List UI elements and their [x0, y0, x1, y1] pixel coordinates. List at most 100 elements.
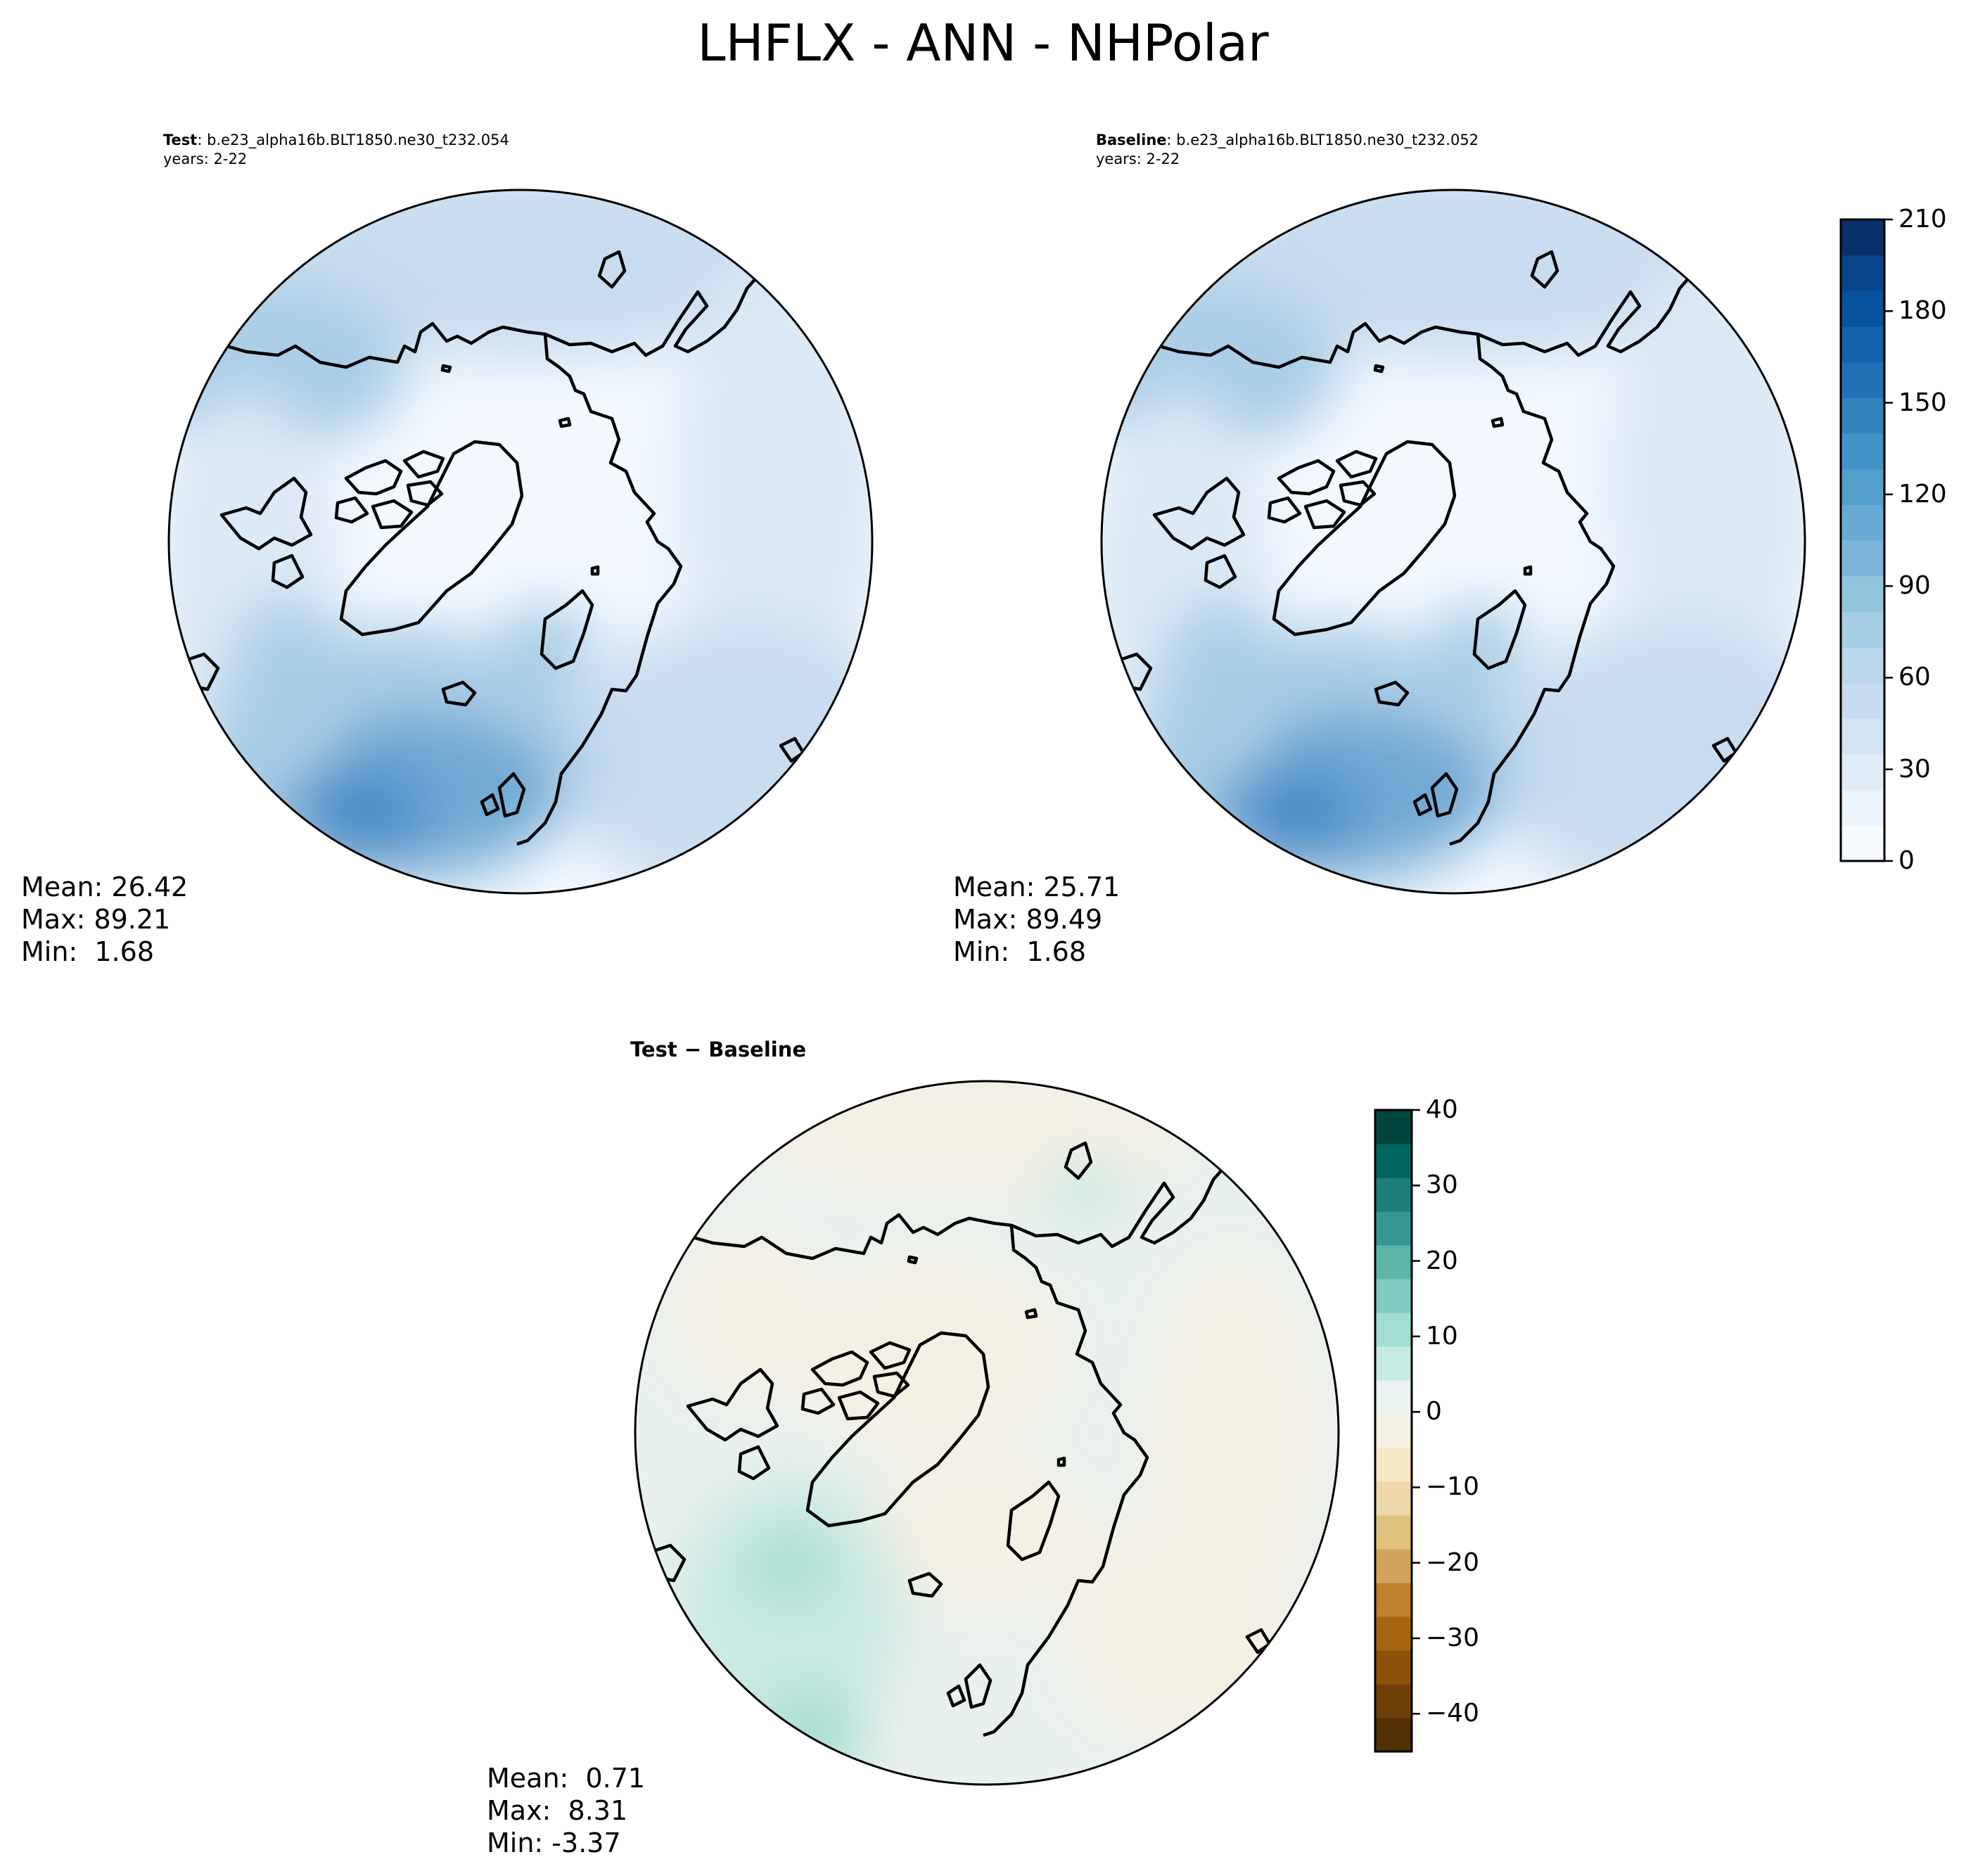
colorbar-tick-label: 20 — [1426, 1246, 1458, 1275]
coastline — [869, 1341, 912, 1370]
colorbar-segment — [1375, 1515, 1412, 1550]
colorbar-tick-label: 0 — [1898, 846, 1915, 875]
shading-region — [1043, 1159, 1128, 1215]
coastline — [1530, 250, 1559, 289]
shading-region — [1064, 1517, 1289, 1742]
colorbar-segment — [1841, 754, 1884, 791]
colorbar-tick-label: −10 — [1426, 1472, 1479, 1502]
coastline — [1430, 772, 1459, 818]
coastline — [1303, 499, 1346, 530]
colorbar-segment — [1841, 647, 1884, 684]
coastline — [441, 680, 477, 707]
coastline — [406, 480, 444, 507]
colorbar-tick-label: 30 — [1426, 1170, 1458, 1200]
colorbar-segment — [1375, 1211, 1412, 1246]
figure-title: LHFLX - ANN - NHPolar — [697, 13, 1269, 72]
colorbar-segment — [1841, 291, 1884, 327]
colorbar-segment — [1841, 682, 1884, 719]
difference-mean: Mean: 0.71 — [487, 1763, 646, 1794]
colorbar-tick-label: 150 — [1898, 388, 1947, 417]
coastline — [1064, 1141, 1093, 1180]
colorbar-segment — [1375, 1178, 1412, 1212]
shading-region — [790, 1257, 1071, 1454]
coastline — [1204, 554, 1237, 589]
shading-region — [867, 1454, 1092, 1609]
colorbar-segment — [1841, 540, 1884, 577]
coastline — [590, 565, 600, 576]
coastline — [1449, 333, 1616, 846]
test-max: Max: 89.21 — [21, 904, 171, 935]
colorbar-frame — [1839, 218, 1886, 862]
colorbar-segment — [1375, 1279, 1412, 1313]
colorbar-segment — [1375, 1448, 1412, 1482]
absolute-colorbar — [1839, 218, 1893, 862]
baseline-stats: Mean: 25.71 Max: 89.49 Min: 1.68 — [953, 871, 1120, 968]
colorbar-tick-label: 210 — [1898, 205, 1947, 234]
coastline — [597, 250, 627, 289]
test-panel-label: Test: b.e23_alpha16b.BLT1850.ne30_t232.0… — [163, 131, 509, 169]
coastline — [219, 476, 313, 551]
coastline — [558, 416, 572, 428]
colorbar-segment — [1841, 504, 1884, 541]
colorbar-segment — [1841, 718, 1884, 755]
colorbar-segment — [1841, 789, 1884, 826]
colorbar-segment — [1375, 1346, 1412, 1381]
colorbar-segment — [1375, 1245, 1412, 1280]
coastline — [334, 496, 369, 524]
colorbar-segment — [1841, 362, 1884, 398]
colorbar-segment — [1841, 326, 1884, 363]
shading-region — [734, 1081, 1198, 1194]
colorbar-tick-label: −20 — [1426, 1548, 1479, 1577]
coastline — [497, 772, 526, 818]
colorbar-segment — [1841, 433, 1884, 470]
coastline — [1057, 1456, 1066, 1467]
coastline — [1373, 364, 1385, 374]
colorbar-segment — [1841, 219, 1884, 256]
coastline — [1374, 680, 1410, 707]
colorbar-segment — [1841, 468, 1884, 505]
coastline — [837, 1390, 880, 1421]
map-boundary — [1100, 189, 1806, 895]
difference-panel-title: Test − Baseline — [630, 1038, 807, 1061]
coastline — [516, 333, 683, 846]
coastline — [1277, 459, 1336, 496]
coastline — [339, 440, 524, 637]
colorbar-tick-label: 120 — [1898, 479, 1947, 509]
colorbar-segment — [1375, 1380, 1412, 1415]
coastline — [1335, 449, 1378, 479]
coastline — [964, 1663, 992, 1709]
difference-map — [634, 1080, 1340, 1786]
coastline — [737, 1445, 771, 1481]
colorbar-tick-label: −40 — [1426, 1699, 1479, 1728]
coastline — [402, 449, 445, 479]
colorbar-tick-label: 30 — [1898, 754, 1931, 784]
difference-min: Min: -3.37 — [487, 1827, 621, 1858]
difference-stats: Mean: 0.71 Max: 8.31 Min: -3.37 — [487, 1762, 645, 1859]
coastline — [983, 1225, 1149, 1737]
coastline — [946, 1684, 966, 1708]
test-case-name: : b.e23_alpha16b.BLT1850.ne30_t232.054 — [197, 132, 509, 148]
colorbar-frame — [1374, 1109, 1413, 1753]
colorbar-segment — [1841, 397, 1884, 434]
difference-colorbar — [1374, 1109, 1420, 1753]
baseline-min: Min: 1.68 — [953, 936, 1086, 967]
colorbar-tick-label: 180 — [1898, 296, 1947, 326]
colorbar-segment — [1375, 1481, 1412, 1516]
coastline — [686, 1367, 779, 1442]
colorbar-segment — [1375, 1616, 1412, 1651]
baseline-map — [1100, 189, 1806, 895]
colorbar-tick-label: 0 — [1426, 1397, 1442, 1427]
colorbar-segment — [1375, 1583, 1412, 1617]
coastline — [810, 1350, 869, 1387]
baseline-panel-label: Baseline: b.e23_alpha16b.BLT1850.ne30_t2… — [1096, 131, 1479, 169]
coastline — [1152, 476, 1246, 551]
colorbar-segment — [1841, 575, 1884, 612]
coastline — [1339, 480, 1377, 507]
colorbar-tick-label: 90 — [1898, 571, 1931, 601]
coastline — [1491, 416, 1505, 428]
colorbar-segment — [1375, 1718, 1412, 1752]
shading-region — [670, 1229, 825, 1398]
colorbar-segment — [1375, 1549, 1412, 1583]
coastline — [1006, 1480, 1061, 1562]
baseline-mean: Mean: 25.71 — [953, 872, 1121, 902]
